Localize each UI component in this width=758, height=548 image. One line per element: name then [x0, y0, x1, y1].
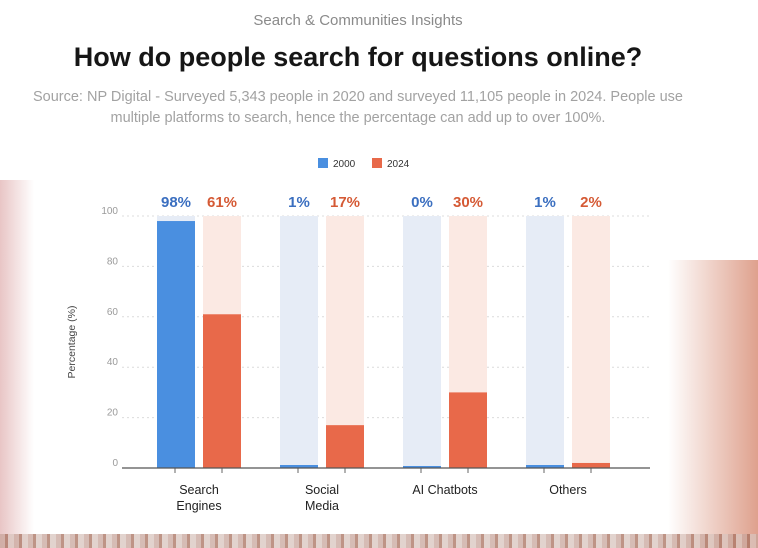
data-label: 1% [288, 194, 310, 211]
y-tick-label: 40 [107, 357, 119, 368]
data-label: 0% [411, 194, 433, 211]
source-note: Source: NP Digital - Surveyed 5,343 peop… [32, 89, 683, 126]
bar-track [572, 216, 610, 468]
background-edge-left [0, 180, 34, 548]
legend-swatch-2000 [318, 158, 328, 168]
data-label: 1% [534, 194, 556, 211]
section-label: Search & Communities Insights [253, 12, 463, 29]
data-label: 2% [580, 194, 602, 211]
bar-track [280, 216, 318, 468]
legend-swatch-2024 [372, 158, 382, 168]
y-tick-label: 100 [101, 206, 118, 217]
bar-2000-3 [526, 465, 564, 468]
y-tick-label: 0 [112, 458, 118, 469]
x-tick-label: AI Chatbots [412, 483, 477, 497]
data-label: 17% [330, 194, 360, 211]
data-label: 98% [161, 194, 191, 211]
y-axis-label: Percentage (%) [66, 306, 78, 379]
bar-2000-2 [403, 466, 441, 468]
x-tick-label: Others [549, 483, 587, 497]
bar-track [403, 216, 441, 468]
bar-2024-2 [449, 392, 487, 468]
bar-2000-1 [280, 465, 318, 468]
page-title: How do people search for questions onlin… [73, 42, 643, 72]
y-tick-label: 80 [107, 256, 119, 267]
bar-2024-0 [203, 314, 241, 468]
bar-track [526, 216, 564, 468]
bar-2024-1 [326, 425, 364, 468]
x-tick-label: Social Media [305, 483, 339, 513]
x-tick-label: Search Engines [176, 483, 221, 513]
background-edge-bottom [0, 534, 758, 548]
bar-2000-0 [157, 221, 195, 468]
legend-label-2000: 2000 [333, 159, 356, 170]
background-edge-right [668, 260, 758, 548]
bar-2024-3 [572, 462, 610, 468]
data-label: 61% [207, 194, 237, 211]
data-label: 30% [453, 194, 483, 211]
y-tick-label: 20 [107, 408, 119, 419]
legend-label-2024: 2024 [387, 159, 410, 170]
y-tick-label: 60 [107, 307, 119, 318]
